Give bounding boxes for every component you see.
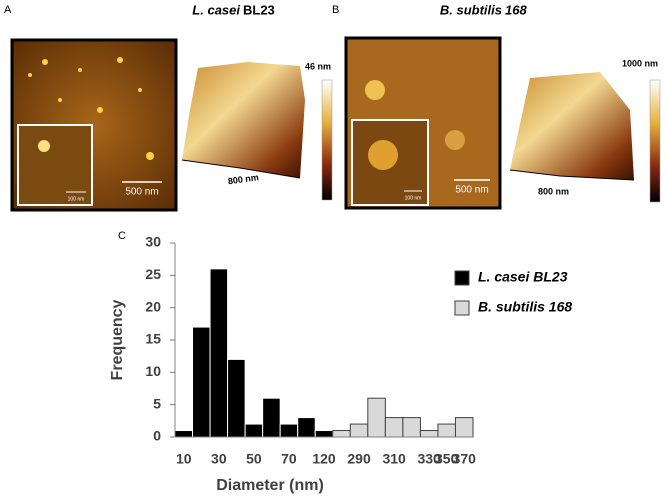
bar	[174, 430, 194, 438]
size-label: 800 nm	[227, 172, 259, 186]
panel-species: L. casei	[192, 2, 240, 17]
panel-label: B	[332, 4, 339, 16]
y-tick-label: 25	[145, 266, 161, 282]
legend-label: B. subtilis 168	[478, 299, 572, 315]
afm-3d	[510, 72, 634, 180]
height-scale: 1000 nm	[622, 58, 658, 68]
inset-particle	[38, 140, 50, 152]
bar	[437, 423, 456, 438]
bar	[244, 423, 264, 438]
bar	[384, 417, 404, 438]
x-tick-label: 370	[453, 451, 477, 467]
legend-label: L. casei BL23	[478, 269, 568, 285]
bar	[227, 358, 246, 438]
bar	[192, 326, 211, 438]
legend-swatch	[454, 270, 470, 286]
size-label: 800 nm	[538, 186, 569, 196]
height-scale: 46 nm	[305, 61, 331, 71]
inset-scale: 100 nm	[405, 195, 422, 201]
bar	[297, 417, 316, 438]
color-bar	[321, 79, 333, 201]
panel-label: A	[4, 4, 12, 16]
bar	[402, 417, 421, 438]
afm-particles	[28, 57, 154, 160]
color-bar	[649, 79, 661, 203]
x-axis-label: Diameter (nm)	[216, 477, 324, 494]
bar	[314, 430, 334, 438]
inset-image	[17, 124, 93, 206]
y-tick-label: 30	[145, 234, 161, 250]
x-tick-label: 70	[281, 451, 297, 467]
scale-label: 500 nm	[125, 187, 158, 198]
y-tick-label: 10	[145, 363, 161, 379]
axis-3d	[509, 169, 635, 181]
bar	[367, 397, 386, 438]
bar	[349, 423, 369, 438]
bar	[454, 417, 474, 438]
bar	[419, 430, 439, 438]
afm-particle	[445, 130, 465, 150]
bar	[279, 423, 299, 438]
y-tick-label: 5	[153, 395, 161, 411]
x-tick-label: 290	[347, 451, 371, 467]
bar	[262, 397, 281, 438]
afm-particle	[365, 80, 385, 100]
bar	[332, 430, 351, 438]
x-tick-label: 10	[176, 451, 192, 467]
x-tick-label: 120	[312, 451, 336, 467]
afm-3d	[182, 62, 305, 178]
bar	[209, 268, 229, 438]
panel-strain: 168	[505, 2, 527, 17]
y-tick-label: 15	[145, 331, 161, 347]
x-tick-label: 50	[246, 451, 262, 467]
x-tick-label: 330	[417, 451, 441, 467]
inset-scale: 100 nm	[68, 196, 85, 202]
x-tick-label: 350	[435, 451, 459, 467]
x-tick-label: 310	[382, 451, 406, 467]
panel-strain: BL23	[243, 2, 275, 17]
panel-species: B. subtilis	[440, 2, 502, 17]
y-axis-label: Frequency	[109, 299, 126, 380]
panel-label: C	[118, 230, 126, 242]
legend-swatch	[454, 300, 470, 316]
scale-label: 500 nm	[455, 185, 488, 196]
y-tick-label: 0	[153, 428, 161, 444]
inset-particle	[368, 140, 398, 170]
y-tick-label: 20	[145, 298, 161, 314]
axis-3d	[181, 159, 301, 179]
x-tick-label: 30	[211, 451, 227, 467]
